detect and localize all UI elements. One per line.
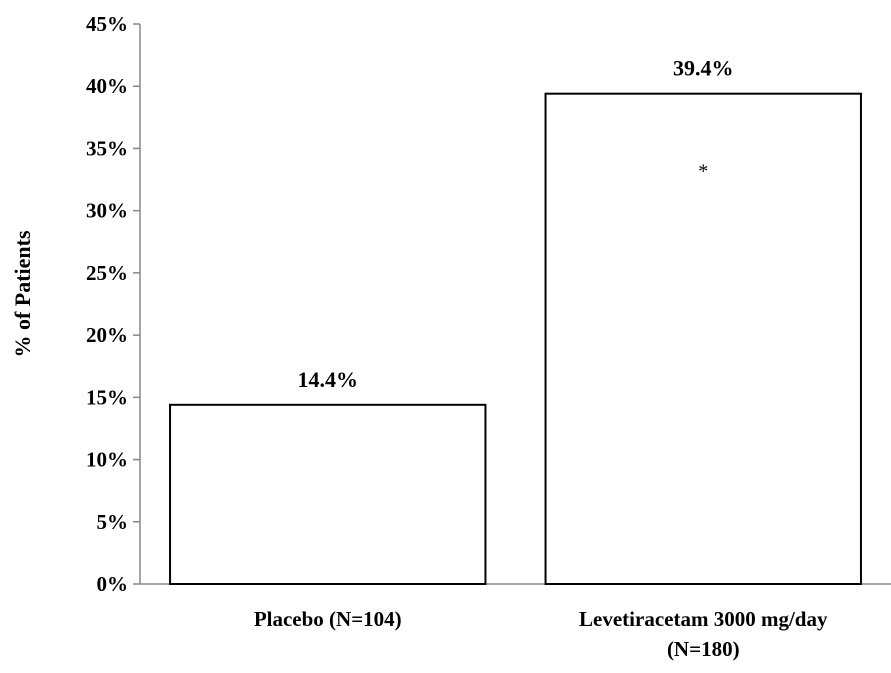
y-axis-title: % of Patients bbox=[10, 230, 35, 358]
y-tick-label: 40% bbox=[86, 74, 128, 98]
y-axis: 0% 5% 10% 15% 20% 25% 30% 35% 40% 45% bbox=[86, 12, 891, 596]
y-tick-label: 15% bbox=[86, 385, 128, 409]
y-tick-label: 5% bbox=[97, 510, 129, 534]
y-tick-label: 25% bbox=[86, 261, 128, 285]
significance-marker: * bbox=[698, 161, 708, 183]
bar-value-label: 39.4% bbox=[673, 56, 734, 81]
x-category-label: Placebo (N=104) bbox=[254, 607, 402, 631]
y-tick-label: 20% bbox=[86, 323, 128, 347]
labels: 14.4% Placebo (N=104) 39.4% * Levetiracetam … bbox=[254, 56, 828, 661]
y-tick-label: 35% bbox=[86, 136, 128, 160]
x-category-label: Levetiracetam 3000 mg/day bbox=[579, 607, 828, 631]
y-tick-label: 30% bbox=[86, 199, 128, 223]
bar-value-label: 14.4% bbox=[298, 367, 359, 392]
bar bbox=[169, 403, 487, 585]
bar bbox=[544, 92, 862, 585]
y-tick-label: 10% bbox=[86, 448, 128, 472]
x-category-label: (N=180) bbox=[667, 637, 740, 661]
y-tick-label: 0% bbox=[97, 572, 129, 596]
y-tick-label: 45% bbox=[86, 12, 128, 36]
bars bbox=[169, 92, 862, 585]
